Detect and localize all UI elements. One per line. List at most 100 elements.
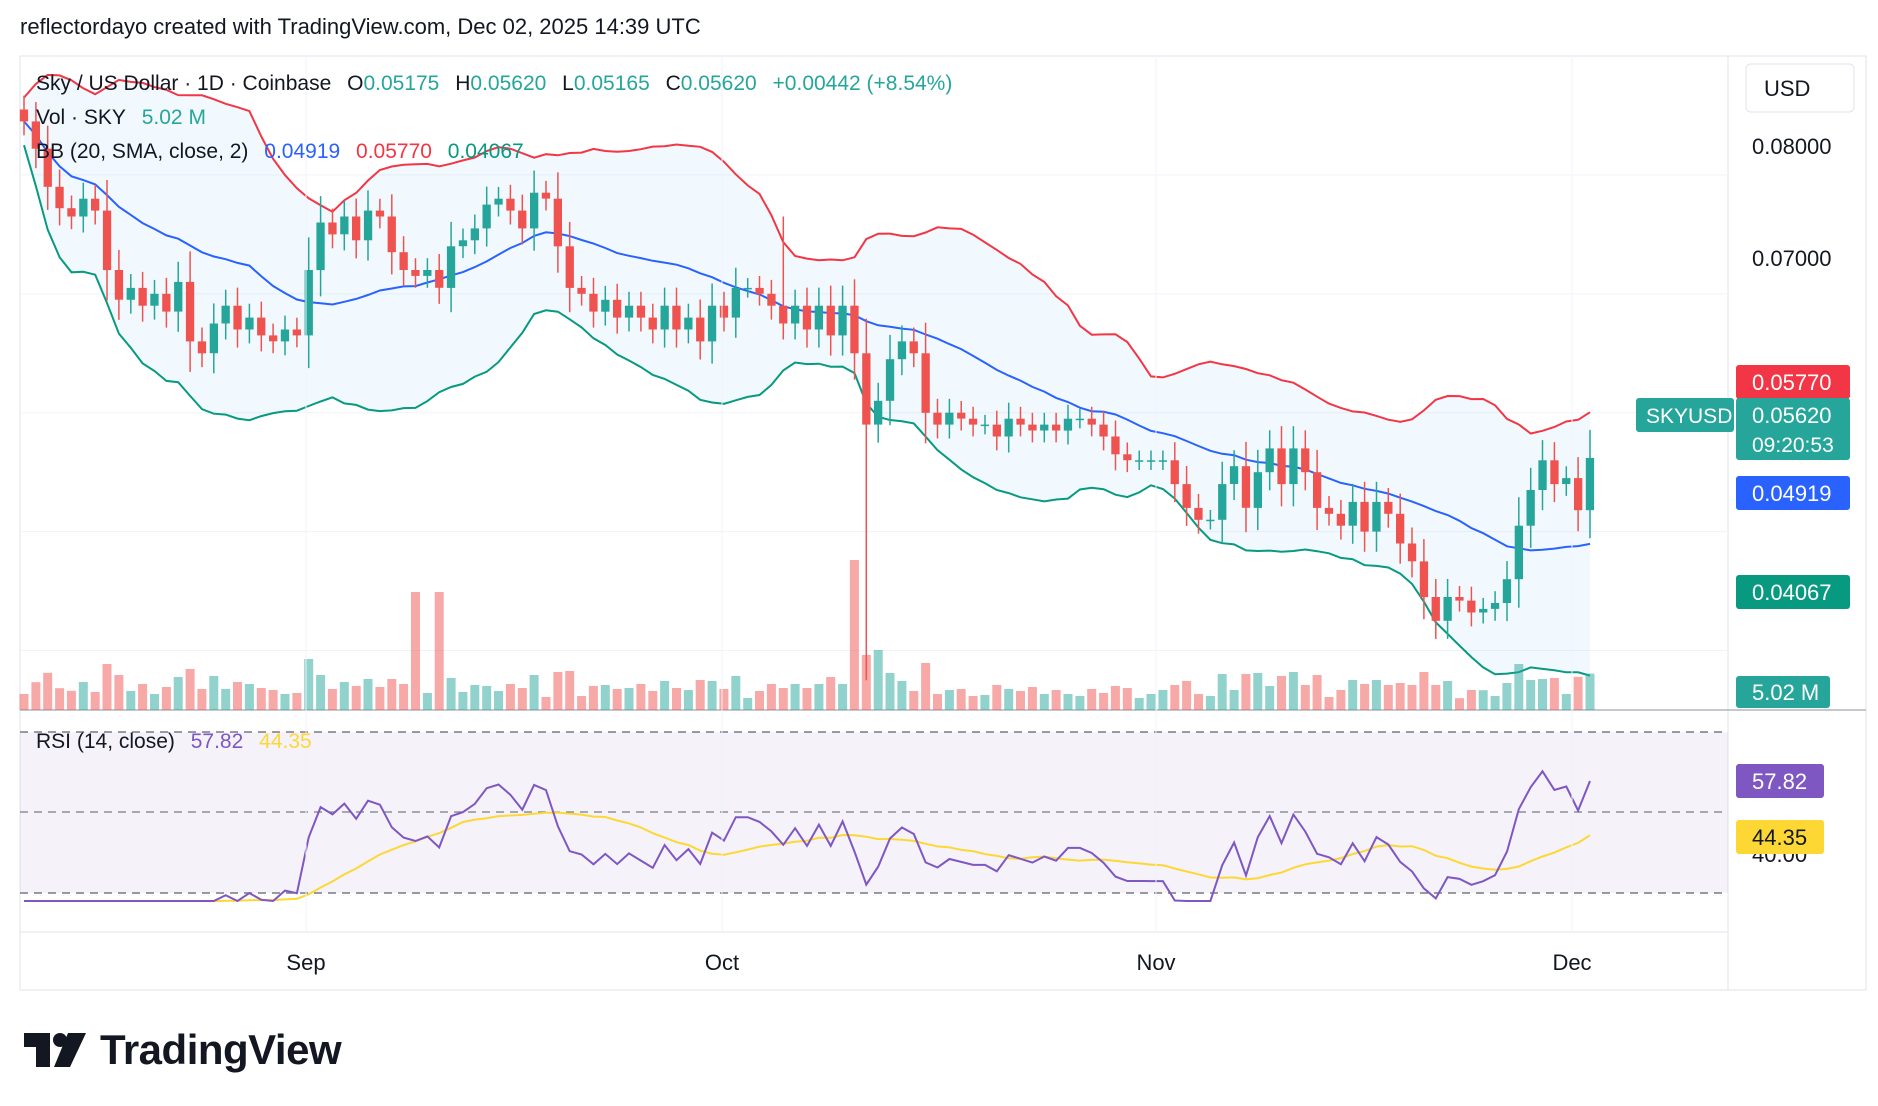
volume-bar — [446, 678, 456, 710]
volume-bar — [1312, 675, 1322, 710]
volume-bar — [1063, 694, 1073, 710]
low-value: 0.05165 — [573, 72, 650, 95]
candle-body — [340, 216, 349, 235]
candle-body — [1265, 448, 1274, 473]
currency-label: USD — [1764, 76, 1810, 101]
candle-body — [1052, 424, 1061, 431]
volume-bar — [43, 672, 53, 710]
candle-body — [423, 270, 432, 276]
volume-bar — [1300, 685, 1310, 710]
candle-body — [55, 186, 64, 209]
volume-bar — [1360, 684, 1370, 710]
open-label: O — [347, 72, 364, 95]
bb-upper-line — [23, 73, 1591, 435]
candle-body — [1574, 478, 1583, 511]
close-label: C — [665, 72, 681, 95]
candle-body — [114, 270, 124, 300]
rsi-ma-line — [23, 811, 1591, 903]
volume-bar — [1099, 693, 1109, 710]
bb-basis-badge-text: 0.04919 — [1752, 481, 1832, 506]
volume-bar — [1122, 688, 1132, 710]
candle-body — [162, 293, 171, 312]
candle-body — [731, 287, 740, 318]
candle-body — [779, 305, 788, 324]
volume-value: 5.02 M — [141, 106, 206, 129]
time-tick-sep: Sep — [286, 950, 325, 975]
volume-bar — [292, 693, 302, 710]
candle-body — [707, 305, 717, 342]
candle-body — [1028, 424, 1037, 431]
volume-bar — [1324, 697, 1334, 710]
rsi-badge-text: 57.82 — [1752, 769, 1807, 794]
volume-bar — [494, 691, 503, 710]
volume-bar — [55, 688, 65, 710]
volume-bar — [1241, 674, 1251, 710]
volume-bar — [458, 692, 468, 710]
volume-bar — [1039, 694, 1049, 710]
volume-bar — [482, 686, 492, 710]
candle-body — [814, 305, 823, 330]
last-price-text: 0.05620 — [1752, 403, 1832, 428]
price-axis[interactable]: USD 0.08000 0.07000 0.05770 SKYUSD 0.056… — [1636, 63, 1855, 708]
candle-body — [636, 305, 646, 318]
candle-body — [221, 305, 230, 324]
volume-bar — [1016, 691, 1025, 710]
candle-body — [565, 246, 574, 288]
candle-body — [530, 192, 539, 229]
symbol-title: Sky / US Dollar · 1D · Coinbase — [36, 72, 332, 95]
currency-button[interactable] — [1745, 63, 1855, 113]
candle-body — [411, 270, 420, 276]
time-axis[interactable]: Sep Oct Nov Dec — [286, 56, 1592, 975]
volume-bar — [968, 696, 978, 710]
candle-body — [1443, 597, 1452, 621]
candle-body — [660, 305, 669, 330]
volume-bar — [1051, 690, 1061, 710]
candle-body — [897, 341, 907, 360]
rsi-badge — [1736, 764, 1824, 798]
volume-bar — [541, 697, 551, 710]
symbol-legend[interactable]: Sky / US Dollar · 1D · Coinbase O0.05175… — [36, 72, 962, 96]
candle-body — [31, 121, 40, 149]
candle-body — [446, 246, 456, 288]
rsi-axis[interactable]: 40.00 57.82 44.35 — [1736, 764, 1824, 867]
candle-body — [1348, 501, 1357, 526]
volume-bar — [1217, 674, 1227, 710]
candle-body — [1502, 579, 1512, 603]
candle-body — [1526, 490, 1535, 526]
bb-lower-badge — [1736, 575, 1850, 609]
candle-body — [1419, 561, 1429, 598]
volume-bar — [197, 689, 207, 710]
candle-body — [1490, 603, 1500, 609]
candle-body — [1467, 600, 1476, 613]
volume-bar — [1170, 685, 1180, 710]
candle-body — [79, 198, 88, 217]
candle-body — [1360, 501, 1369, 532]
volume-bar — [1087, 689, 1097, 710]
candle-body — [1063, 418, 1073, 431]
candle-body — [209, 323, 218, 354]
candle-body — [553, 198, 562, 247]
candle-body — [91, 198, 100, 211]
volume-bar — [731, 676, 741, 710]
volume-bar — [411, 592, 420, 710]
candle-body — [470, 228, 479, 241]
bb-basis-value: 0.04919 — [264, 140, 341, 163]
volume-bar — [173, 677, 183, 710]
candle-body — [150, 293, 159, 306]
candle-body — [1431, 597, 1440, 621]
tradingview-logo[interactable]: TradingView — [24, 1026, 342, 1074]
chart-border — [19, 55, 1867, 991]
candle-body — [1301, 448, 1310, 473]
high-value: 0.05620 — [470, 72, 547, 95]
volume-legend[interactable]: Vol · SKY 5.02 M — [36, 106, 216, 130]
volume-bar — [1395, 683, 1405, 710]
bb-legend[interactable]: BB (20, SMA, close, 2) 0.04919 0.05770 0… — [36, 140, 534, 164]
rsi-legend[interactable]: RSI (14, close) 57.82 44.35 — [36, 730, 322, 754]
bb-basis-badge — [1736, 476, 1850, 510]
volume-bar — [78, 682, 88, 710]
candle-body — [1135, 460, 1144, 462]
candle-body — [601, 299, 610, 312]
candle-body — [992, 424, 1001, 437]
candle-body — [67, 208, 76, 217]
